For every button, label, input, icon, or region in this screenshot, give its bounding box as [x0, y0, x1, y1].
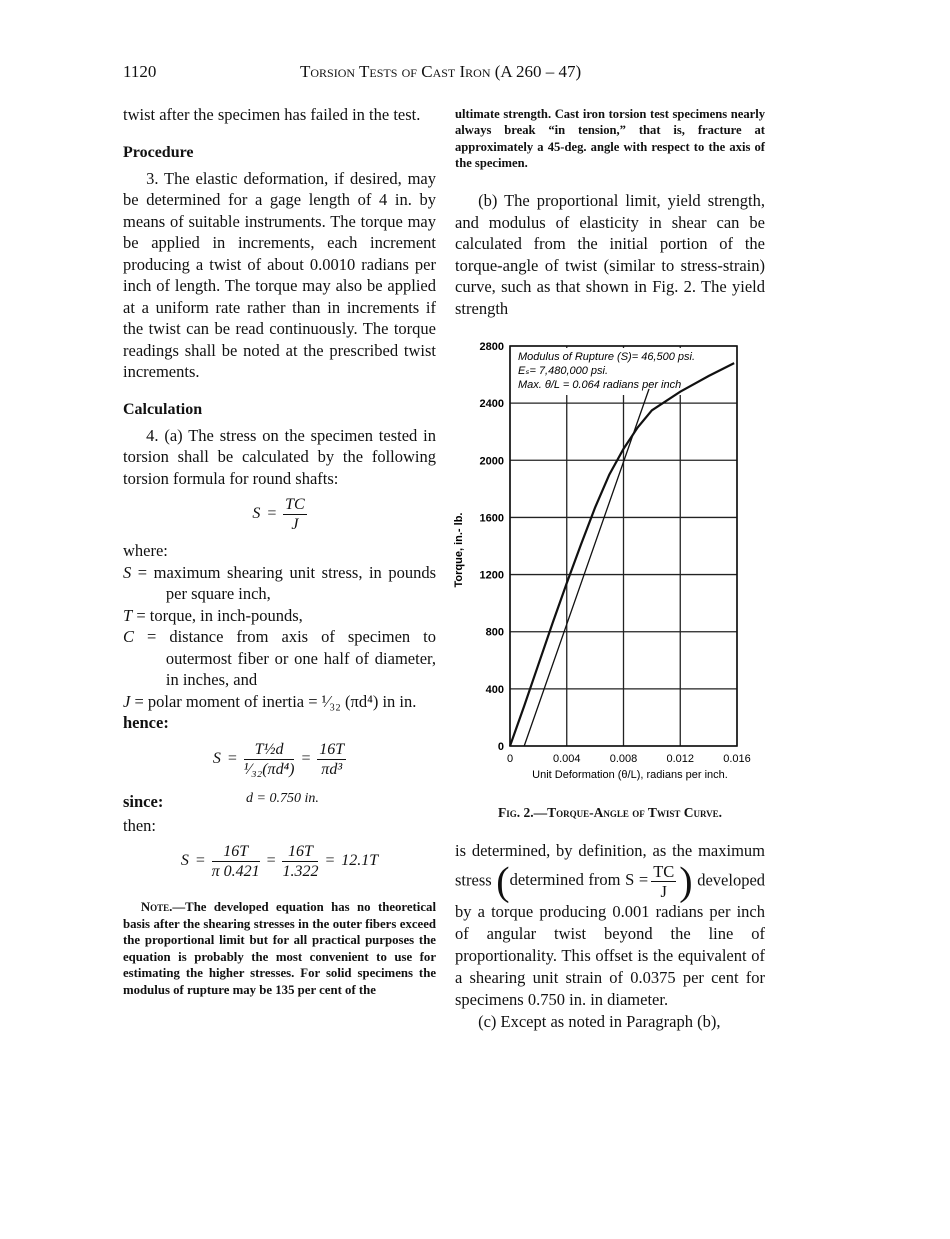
denominator: ¹⁄₃₂(πd⁴): [243, 760, 295, 778]
numerator: 16T: [211, 842, 260, 862]
fraction: T½d ¹⁄₃₂(πd⁴): [243, 740, 295, 779]
denominator: π 0.421: [211, 863, 260, 880]
label: hence:: [123, 713, 169, 732]
y-tick-label: 400: [486, 684, 504, 696]
x-tick-label: 0: [507, 753, 513, 765]
definitions: S = maximum shearing unit stress, in pou…: [123, 562, 436, 713]
y-tick-label: 2800: [480, 341, 504, 353]
curve: [508, 362, 735, 747]
formula: S = T½d ¹⁄₃₂(πd⁴) = 16T πd³: [123, 740, 436, 779]
symbol: S: [123, 562, 132, 582]
annotation-box: [514, 348, 733, 395]
numerator: TC: [283, 496, 307, 515]
formula-term: =: [300, 749, 312, 767]
numerator: TC: [651, 862, 677, 882]
plot-frame: [509, 345, 738, 747]
annotation: Modulus of Rupture (S)= 46,500 psi.: [518, 351, 695, 363]
paragraph: twist after the specimen has failed in t…: [123, 105, 421, 124]
symbol: J: [123, 691, 131, 711]
curve: [523, 388, 650, 747]
fraction: TC J: [651, 862, 677, 901]
x-tick-label: 0.016: [723, 753, 751, 765]
note: Note.—The developed equation has no theo…: [123, 899, 436, 999]
running-title: Torsion Tests of Cast Iron (A 260 – 47): [300, 62, 582, 81]
paragraph: (b) The proportional limit, yield streng…: [455, 191, 765, 318]
denominator: πd³: [321, 760, 343, 778]
figure-caption: Fig. 2.—Torque-Angle of Twist Curve.: [455, 805, 765, 821]
formula: d = 0.750 in.: [243, 791, 322, 807]
y-tick-label: 2000: [480, 455, 504, 467]
text: is determined, by definition, as the max…: [455, 841, 765, 890]
caption-text: Fig. 2.—Torque-Angle of Twist Curve.: [497, 805, 723, 820]
definition: T = torque, in inch-pounds,: [123, 605, 436, 627]
paragraph: 4. (a) The stress on the specimen tested…: [123, 425, 436, 488]
paragraph: (c) Except as noted in Paragraph (b),: [478, 1012, 721, 1031]
symbol: C: [123, 627, 135, 646]
paragraph: ultimate strength. Cast iron torsion tes…: [455, 107, 765, 171]
y-tick-label: 0: [498, 741, 504, 753]
label: then:: [123, 815, 156, 835]
formula-term: =: [266, 505, 278, 523]
definition-text: = maximum shearing unit stress, in pound…: [131, 562, 436, 604]
numerator: 16T: [317, 740, 347, 760]
formula-term: =: [194, 852, 206, 870]
parenthesis: ): [679, 858, 693, 904]
formula: S = 16T π 0.421 = 16T 1.322 = 12.1T: [123, 842, 436, 881]
y-tick-label: 1600: [480, 512, 504, 524]
symbol: T: [123, 605, 133, 625]
formula-term: 12.1T: [341, 852, 379, 870]
formula-term: S: [212, 749, 221, 767]
x-tick-label: 0.004: [553, 753, 581, 765]
fraction: 16T π 0.421: [211, 842, 260, 881]
formula-term: =: [265, 852, 277, 870]
fraction: 16T πd³: [317, 740, 347, 779]
formula-term: =: [324, 852, 336, 870]
formula-term: S: [180, 852, 189, 870]
paragraph: is determined, by definition, as the max…: [455, 840, 765, 1033]
x-tick-label: 0.008: [610, 753, 638, 765]
denominator: 1.322: [282, 863, 319, 880]
y-tick-label: 1200: [480, 570, 504, 582]
numerator: T½d: [243, 740, 295, 760]
formula-term: S: [252, 505, 261, 523]
y-tick-label: 800: [486, 627, 504, 639]
formula-term: d = 0.750 in.: [246, 790, 319, 806]
label: where:: [123, 541, 168, 560]
definition: C = distance from axis of specimen to ou…: [123, 626, 436, 691]
definition-text: = distance from axis of specimen to oute…: [134, 627, 436, 689]
y-tick-label: 2400: [480, 398, 504, 410]
page-number: 1120: [123, 62, 157, 81]
since-row: since: d = 0.750 in.: [123, 785, 436, 815]
heading: Procedure: [123, 143, 194, 161]
x-tick-label: 0.012: [666, 753, 694, 765]
definition-text: = torque, in inch-pounds,: [132, 605, 303, 625]
annotation: Max. θ/L = 0.064 radians per inch: [518, 379, 681, 391]
text: developed by a torque producing 0.001 ra…: [455, 870, 766, 1009]
annotation: Eₛ= 7,480,000 psi.: [518, 365, 608, 377]
note-label: Note.—: [140, 900, 186, 914]
fraction: TC J: [283, 495, 307, 534]
definition-text: = polar moment of inertia = ¹⁄₃₂ (πd⁴) i…: [130, 691, 417, 711]
inline-formula: determined from S = TC J: [509, 862, 680, 901]
denominator: J: [291, 516, 299, 533]
formula-term: =: [226, 749, 238, 767]
parenthesis: (: [496, 858, 510, 904]
definition: S = maximum shearing unit stress, in pou…: [123, 562, 436, 605]
left-column: twist after the specimen has failed in t…: [123, 104, 436, 999]
paragraph: 3. The elastic deformation, if desired, …: [123, 168, 436, 382]
definition: J = polar moment of inertia = ¹⁄₃₂ (πd⁴)…: [123, 691, 436, 713]
formula-term: determined from S =: [509, 870, 649, 890]
figure: Torque, in.- lb. Unit Deformation (θ/L),…: [453, 341, 751, 781]
note-text: The developed equation has no theoretica…: [123, 900, 436, 997]
heading: Calculation: [123, 400, 203, 418]
numerator: 16T: [282, 842, 319, 862]
formula: S = TC J: [123, 495, 436, 534]
x-axis-label: Unit Deformation (θ/L), radians per inch…: [532, 769, 728, 781]
denominator: J: [660, 882, 667, 901]
y-axis-label: Torque, in.- lb.: [453, 513, 465, 588]
label: since:: [123, 791, 164, 811]
fraction: 16T 1.322: [282, 842, 319, 881]
